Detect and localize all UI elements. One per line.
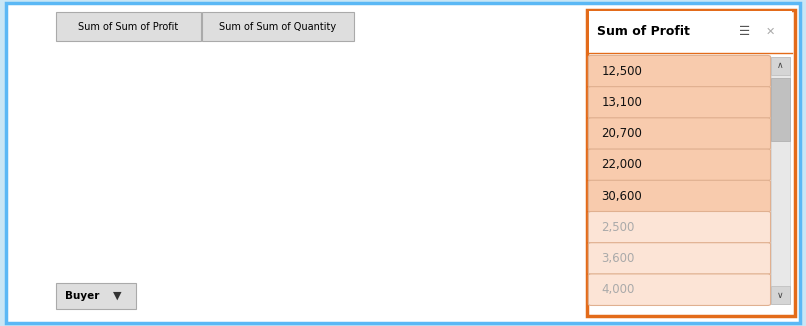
Text: Buyer: Buyer [65, 291, 99, 301]
Text: 3,600: 3,600 [601, 252, 634, 265]
FancyBboxPatch shape [588, 55, 771, 87]
Text: Sum of Sum of Quantity: Sum of Sum of Quantity [219, 22, 336, 32]
Legend: Sum of Sum of Profit, Sum of Sum of Quantity: Sum of Sum of Profit, Sum of Sum of Quan… [454, 125, 602, 176]
FancyBboxPatch shape [771, 78, 790, 141]
FancyBboxPatch shape [202, 12, 354, 41]
FancyBboxPatch shape [588, 212, 771, 243]
FancyBboxPatch shape [588, 87, 771, 118]
Text: 30,600: 30,600 [601, 189, 642, 202]
FancyBboxPatch shape [588, 243, 771, 274]
Bar [282, 198, 310, 284]
FancyBboxPatch shape [56, 12, 201, 41]
Bar [343, 257, 371, 284]
FancyBboxPatch shape [771, 57, 790, 304]
Text: 2,500: 2,500 [601, 221, 634, 234]
Text: 12,500: 12,500 [601, 65, 642, 78]
Text: 13,100: 13,100 [601, 96, 642, 109]
Text: 22,000: 22,000 [601, 158, 642, 171]
FancyBboxPatch shape [589, 11, 792, 53]
Bar [165, 266, 193, 284]
Text: ∨: ∨ [777, 291, 783, 300]
Text: ∧: ∧ [777, 61, 783, 70]
Text: ✕: ✕ [766, 27, 775, 37]
FancyBboxPatch shape [588, 149, 771, 181]
FancyBboxPatch shape [6, 3, 800, 323]
Text: ☰: ☰ [739, 25, 750, 38]
FancyBboxPatch shape [588, 180, 771, 212]
Bar [371, 99, 399, 284]
Text: ▼: ▼ [113, 291, 121, 301]
Text: Sum of Sum of Profit: Sum of Sum of Profit [78, 22, 179, 32]
FancyBboxPatch shape [587, 10, 795, 316]
Text: 4,000: 4,000 [601, 283, 634, 296]
Bar [459, 132, 488, 284]
Bar [254, 266, 282, 284]
FancyBboxPatch shape [588, 118, 771, 149]
Text: Sum of Profit: Sum of Profit [597, 25, 690, 38]
Bar [105, 119, 134, 284]
FancyBboxPatch shape [56, 283, 136, 309]
FancyBboxPatch shape [771, 57, 790, 75]
Bar [77, 256, 105, 284]
FancyBboxPatch shape [588, 274, 771, 305]
Text: 20,700: 20,700 [601, 127, 642, 140]
FancyBboxPatch shape [771, 286, 790, 304]
Bar [193, 168, 222, 284]
Bar [430, 245, 459, 284]
